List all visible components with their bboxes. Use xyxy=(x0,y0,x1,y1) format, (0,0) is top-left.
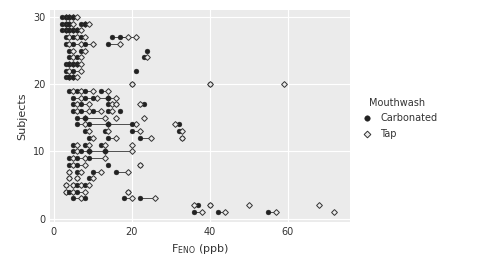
Y-axis label: Subjects: Subjects xyxy=(17,92,27,140)
Legend: Carbonated, Tap: Carbonated, Tap xyxy=(355,95,439,141)
X-axis label: $\mathregular{F_{ENO}}$ (ppb): $\mathregular{F_{ENO}}$ (ppb) xyxy=(171,242,229,256)
